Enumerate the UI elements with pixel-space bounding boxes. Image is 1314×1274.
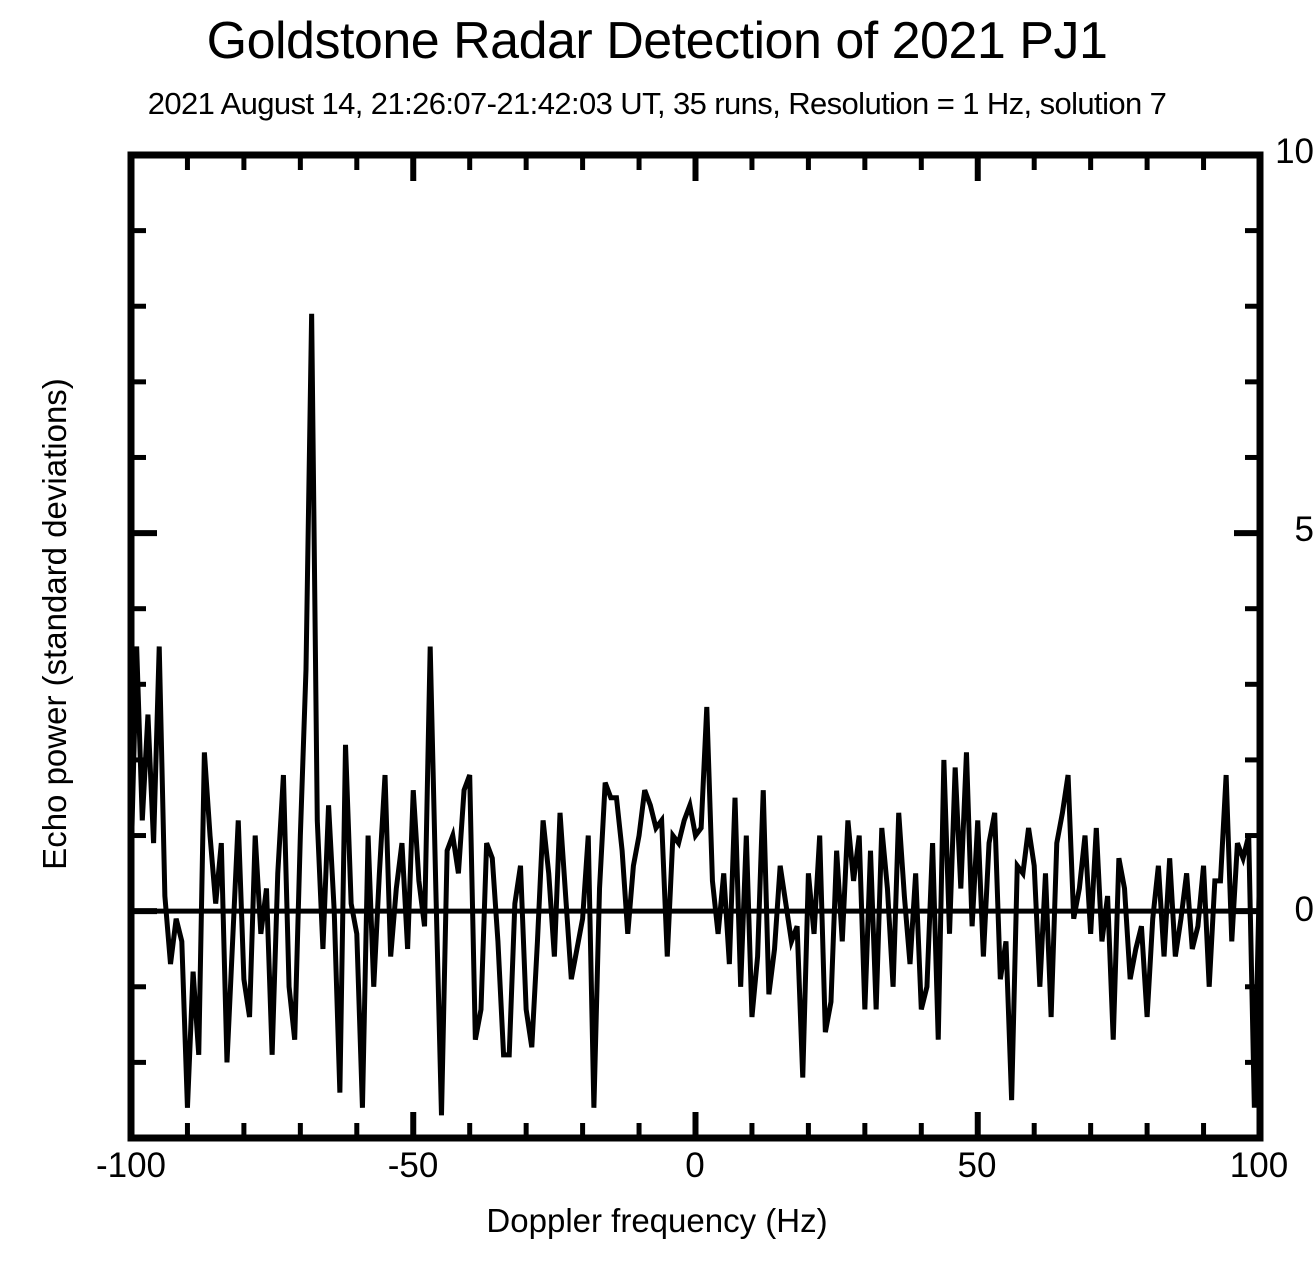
- x-axis-label: Doppler frequency (Hz): [486, 1202, 828, 1239]
- y-tick-label-10: 10: [1275, 132, 1314, 171]
- axis-ticks: [128, 152, 1263, 1141]
- axis-frame: [127, 151, 1264, 1142]
- x-tick-label-minus50: -50: [387, 1146, 439, 1185]
- y-tick-label-5: 5: [1294, 510, 1314, 549]
- x-tick-label-100: 100: [1229, 1146, 1289, 1185]
- x-tick-label-minus100: -100: [95, 1146, 167, 1185]
- plot-frame: [127, 151, 1264, 1142]
- chart-title: Goldstone Radar Detection of 2021 PJ1: [206, 12, 1108, 70]
- chart-subtitle: 2021 August 14, 21:26:07-21:42:03 UT, 35…: [147, 86, 1167, 121]
- x-tick-label-0: 0: [685, 1146, 705, 1185]
- y-tick-label-0: 0: [1294, 890, 1314, 929]
- spectrum-trace: [128, 313, 1263, 1116]
- x-tick-label-50: 50: [957, 1146, 997, 1185]
